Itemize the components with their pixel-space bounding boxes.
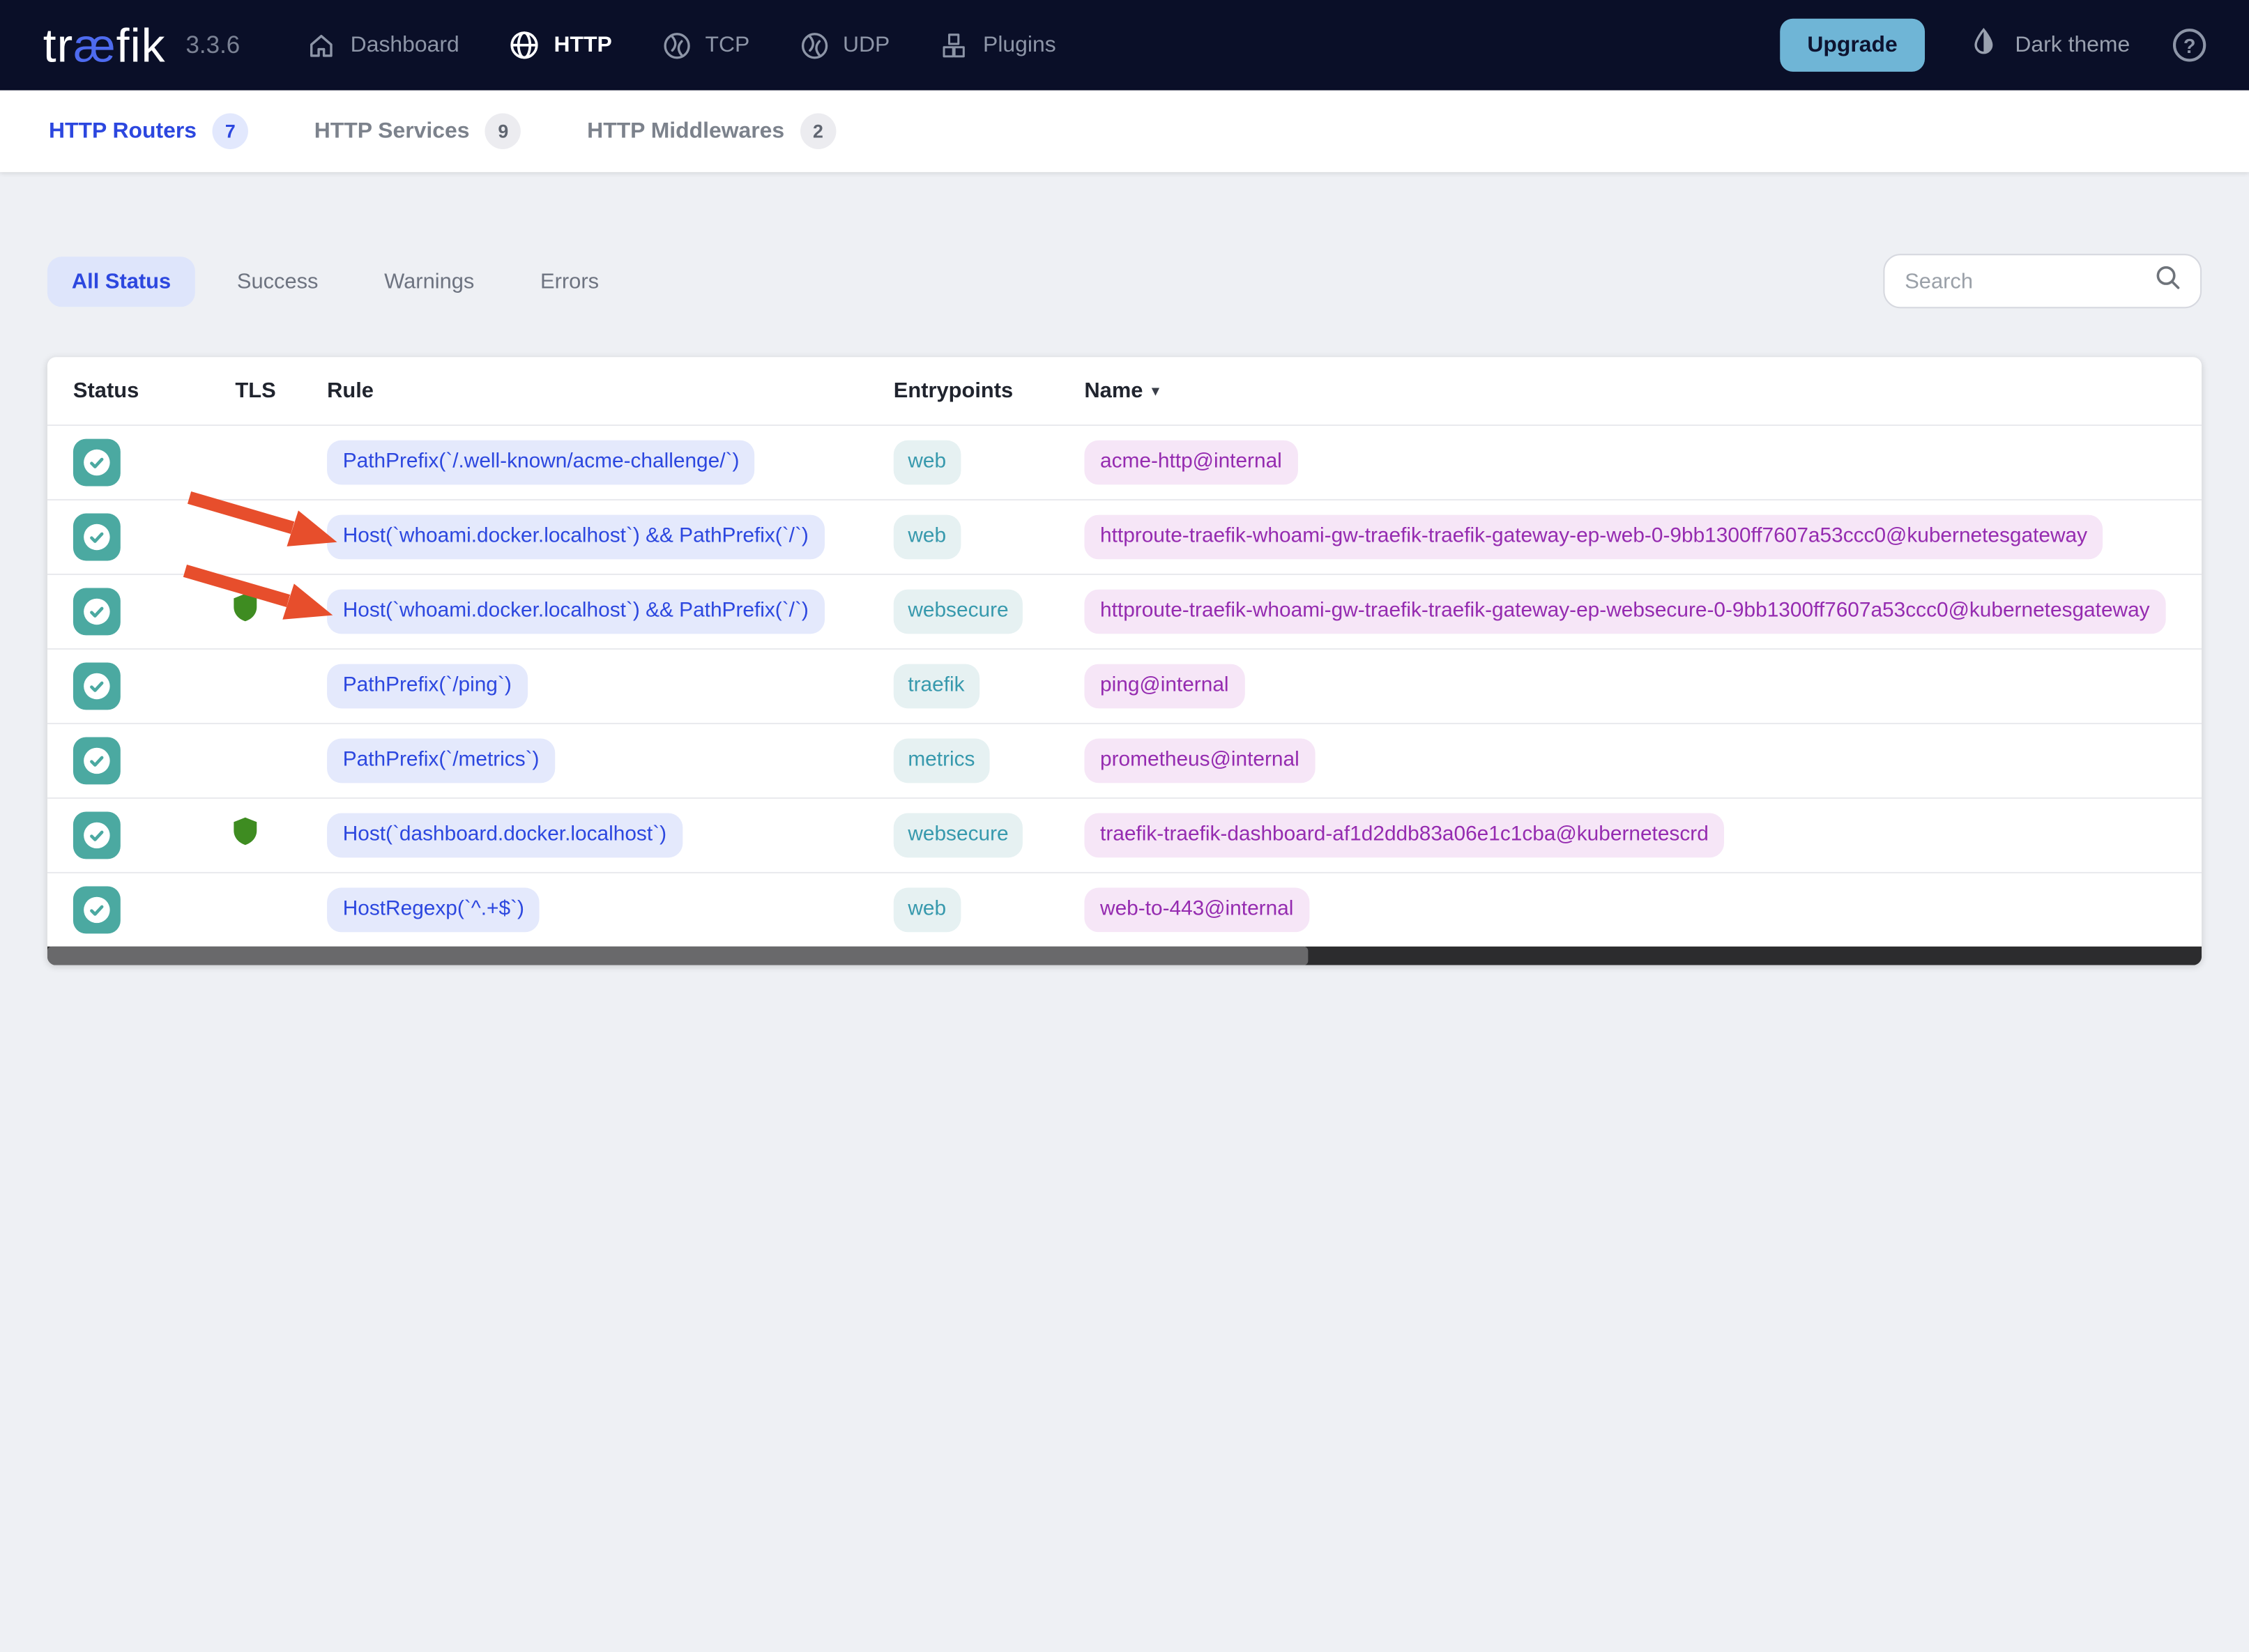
horizontal-scrollbar[interactable] (47, 946, 2202, 965)
routers-table: Status TLS Rule Entrypoints Name ▾ PathP… (47, 357, 2202, 965)
router-name-chip: web-to-443@internal (1084, 888, 1310, 932)
rule-chip: PathPrefix(`/.well-known/acme-challenge/… (327, 441, 756, 484)
tls-shield-icon (231, 817, 259, 853)
tab-http-routers[interactable]: HTTP Routers 7 (48, 113, 249, 149)
home-icon (306, 29, 337, 61)
table-row[interactable]: PathPrefix(`/ping`) traefik ping@interna… (47, 648, 2202, 723)
search-box (1883, 254, 2202, 309)
logo-accent-char: æ (73, 18, 116, 72)
rule-chip: PathPrefix(`/metrics`) (327, 739, 556, 783)
logo-text: tr (43, 18, 74, 72)
column-header-rule[interactable]: Rule (327, 378, 374, 404)
table-row[interactable]: HostRegexp(`^.+$`) web web-to-443@intern… (47, 871, 2202, 947)
table-row[interactable]: PathPrefix(`/.well-known/acme-challenge/… (47, 424, 2202, 499)
rule-chip: HostRegexp(`^.+$`) (327, 888, 540, 932)
count-badge: 9 (485, 113, 521, 149)
theme-toggle-label: Dark theme (2015, 32, 2130, 57)
status-success-icon (73, 438, 121, 487)
tls-shield-icon (231, 593, 259, 629)
entrypoint-chip: web (893, 441, 961, 484)
theme-toggle[interactable]: Dark theme (1967, 26, 2130, 65)
column-header-name[interactable]: Name ▾ (1084, 378, 1160, 404)
nav-item-plugins[interactable]: Plugins (938, 29, 1056, 61)
nav-item-label: UDP (842, 32, 890, 57)
upgrade-button[interactable]: Upgrade (1780, 18, 1925, 72)
column-header-entrypoints[interactable]: Entrypoints (893, 378, 1014, 404)
cubes-icon (938, 29, 970, 61)
rule-chip: Host(`dashboard.docker.localhost`) (327, 813, 683, 857)
nav-item-label: TCP (705, 32, 750, 57)
filter-pill-warnings[interactable]: Warnings (384, 268, 475, 293)
proxy-icon (661, 29, 692, 61)
logo-text: fik (116, 18, 166, 72)
scrollbar-thumb[interactable] (47, 946, 1308, 965)
router-name-chip: httproute-traefik-whoami-gw-traefik-trae… (1084, 515, 2103, 559)
router-name-chip: prometheus@internal (1084, 739, 1316, 783)
tab-label: HTTP Middlewares (587, 118, 785, 143)
count-badge: 7 (212, 113, 249, 149)
entrypoint-chip: metrics (893, 739, 990, 783)
nav-item-label: Plugins (983, 32, 1056, 57)
nav-item-http[interactable]: HTTP (508, 29, 612, 61)
main-content: All Status Success Warnings Errors Statu… (0, 172, 2249, 965)
filter-pill-all-status[interactable]: All Status (47, 256, 196, 307)
rule-chip: Host(`whoami.docker.localhost`) && PathP… (327, 515, 825, 559)
table-row[interactable]: PathPrefix(`/metrics`) metrics prometheu… (47, 722, 2202, 797)
nav-item-dashboard[interactable]: Dashboard (306, 29, 459, 61)
tab-http-services[interactable]: HTTP Services 9 (314, 113, 521, 149)
status-success-icon (73, 811, 121, 859)
entrypoint-chip: websecure (893, 813, 1023, 857)
proxy-icon (798, 29, 830, 61)
tab-http-middlewares[interactable]: HTTP Middlewares 2 (587, 113, 837, 149)
table-row[interactable]: Host(`dashboard.docker.localhost`) webse… (47, 797, 2202, 872)
tab-label: HTTP Services (314, 118, 470, 143)
rule-chip: Host(`whoami.docker.localhost`) && PathP… (327, 590, 825, 634)
entrypoint-chip: web (893, 515, 961, 559)
help-icon[interactable]: ? (2172, 29, 2206, 62)
status-success-icon (73, 886, 121, 934)
top-navbar: tr æ fik 3.3.6 Dashboard HTTP TCP UDP Plug… (0, 0, 2249, 91)
nav-item-label: HTTP (554, 32, 612, 57)
traefik-logo[interactable]: tr æ fik (43, 22, 166, 69)
table-row[interactable]: Host(`whoami.docker.localhost`) && PathP… (47, 498, 2202, 574)
entrypoint-chip: websecure (893, 590, 1023, 634)
table-row[interactable]: Host(`whoami.docker.localhost`) && PathP… (47, 573, 2202, 648)
table-header-row: Status TLS Rule Entrypoints Name ▾ (47, 357, 2202, 425)
column-header-status[interactable]: Status (73, 378, 139, 404)
status-success-icon (73, 737, 121, 785)
version-label: 3.3.6 (185, 31, 241, 59)
column-header-tls[interactable]: TLS (235, 378, 276, 404)
tab-label: HTTP Routers (48, 118, 197, 143)
filter-pill-errors[interactable]: Errors (540, 268, 600, 293)
router-name-chip: traefik-traefik-dashboard-af1d2ddb83a06e… (1084, 813, 1725, 857)
count-badge: 2 (800, 113, 837, 149)
entrypoint-chip: traefik (893, 664, 979, 708)
invert-droplet-icon (1967, 26, 1999, 65)
nav-item-label: Dashboard (350, 32, 459, 57)
filter-row: All Status Success Warnings Errors (47, 172, 2202, 309)
sort-descending-icon: ▾ (1151, 383, 1160, 401)
globe-icon (508, 29, 541, 61)
status-success-icon (73, 513, 121, 561)
search-icon (2153, 263, 2183, 300)
rule-chip: PathPrefix(`/ping`) (327, 664, 528, 708)
nav-item-udp[interactable]: UDP (798, 29, 890, 61)
entrypoint-chip: web (893, 888, 961, 932)
status-success-icon (73, 662, 121, 710)
topnav-right-group: Upgrade Dark theme ? (1780, 18, 2206, 72)
protocol-subnav: HTTP Routers 7 HTTP Services 9 HTTP Midd… (0, 90, 2249, 172)
router-name-chip: acme-http@internal (1084, 441, 1298, 484)
status-success-icon (73, 588, 121, 636)
search-input[interactable] (1902, 267, 2153, 295)
router-name-chip: ping@internal (1084, 664, 1245, 708)
filter-pill-success[interactable]: Success (236, 268, 319, 293)
nav-item-tcp[interactable]: TCP (661, 29, 750, 61)
router-name-chip: httproute-traefik-whoami-gw-traefik-trae… (1084, 590, 2166, 634)
